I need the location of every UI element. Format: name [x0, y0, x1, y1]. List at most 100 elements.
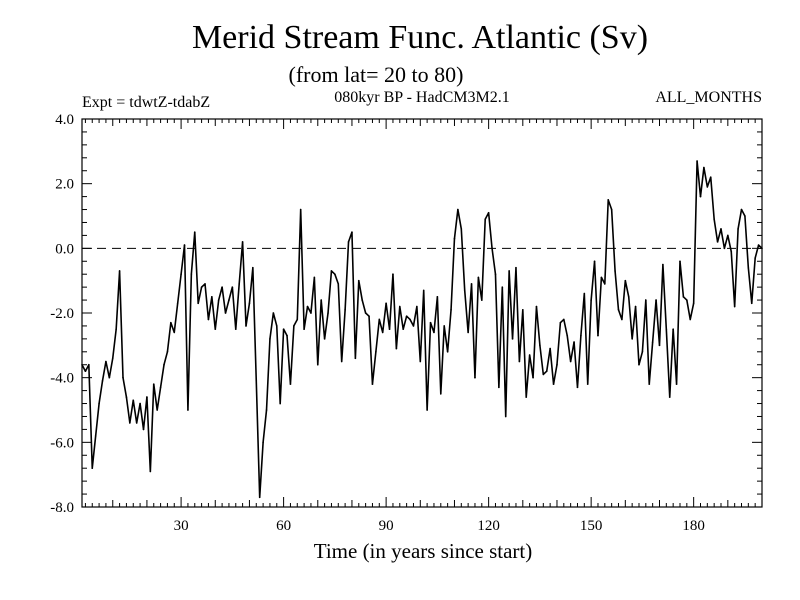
data-point	[737, 228, 739, 230]
data-point	[166, 351, 169, 353]
data-point	[316, 363, 319, 366]
data-point	[183, 244, 186, 246]
data-point	[368, 315, 370, 318]
data-point	[409, 318, 411, 321]
data-point	[586, 383, 589, 385]
data-point	[433, 331, 435, 334]
data-point	[204, 283, 206, 285]
data-point	[392, 273, 394, 276]
data-point	[439, 393, 442, 395]
data-point	[542, 373, 545, 376]
data-point	[364, 312, 367, 314]
data-point	[163, 363, 165, 366]
x-tick-label: 180	[682, 518, 705, 534]
data-point	[638, 363, 640, 366]
data-point	[631, 338, 633, 340]
series-line	[81, 160, 763, 499]
chart-subtitle: (from lat= 20 to 80)	[289, 62, 464, 87]
data-point	[98, 402, 100, 405]
data-point	[265, 409, 268, 411]
data-point	[395, 347, 398, 350]
data-point	[706, 186, 709, 188]
data-point	[580, 334, 582, 337]
data-point	[262, 441, 264, 444]
data-point	[436, 296, 439, 298]
data-points	[81, 160, 763, 499]
x-tick-label: 150	[580, 518, 603, 534]
data-point	[744, 215, 746, 217]
data-point	[672, 328, 674, 330]
data-point	[344, 308, 346, 311]
data-point	[176, 302, 179, 305]
data-point	[709, 176, 712, 178]
data-point	[679, 260, 681, 263]
data-point	[135, 422, 138, 424]
data-point	[525, 396, 528, 398]
data-point	[105, 360, 107, 363]
data-point	[621, 318, 623, 321]
data-point	[689, 318, 692, 321]
data-point	[385, 302, 387, 305]
data-point	[334, 273, 336, 276]
data-point	[747, 266, 750, 269]
y-tick-label: 2.0	[55, 177, 74, 193]
data-point	[457, 208, 459, 211]
data-point	[696, 160, 698, 162]
data-point	[252, 266, 254, 269]
data-point	[470, 283, 473, 285]
data-point	[429, 321, 432, 324]
data-point	[692, 302, 695, 305]
data-point	[549, 347, 551, 350]
data-point	[593, 260, 596, 263]
data-point	[703, 166, 705, 169]
data-point	[686, 299, 688, 301]
data-point	[402, 328, 405, 330]
data-point	[484, 218, 487, 221]
data-point	[214, 328, 217, 330]
data-point	[508, 270, 510, 272]
data-point	[412, 325, 415, 327]
data-point	[149, 470, 152, 473]
data-point	[187, 409, 189, 411]
data-point	[573, 341, 575, 343]
data-point	[173, 331, 176, 334]
data-point	[569, 360, 572, 363]
data-point	[111, 357, 114, 360]
data-point	[122, 376, 124, 379]
data-point	[132, 399, 135, 402]
y-tick-label: -2.0	[50, 306, 74, 322]
y-tick-label: -6.0	[50, 435, 74, 451]
data-point	[306, 305, 309, 308]
data-point	[115, 328, 117, 330]
data-point	[501, 286, 504, 288]
data-point	[296, 318, 299, 321]
data-point	[303, 328, 305, 330]
data-point	[750, 302, 753, 305]
data-point	[156, 409, 158, 411]
data-point	[494, 273, 497, 276]
data-point	[405, 315, 408, 318]
axis-ticks	[82, 119, 762, 507]
data-point	[197, 302, 199, 305]
data-point	[720, 228, 722, 230]
data-point	[340, 360, 343, 363]
data-point	[238, 283, 240, 285]
data-point	[228, 299, 230, 301]
data-point	[245, 325, 247, 327]
data-point	[419, 360, 422, 363]
data-point	[460, 228, 463, 230]
data-point	[371, 383, 374, 385]
data-point	[727, 234, 729, 237]
data-point	[576, 386, 579, 389]
data-point	[347, 241, 350, 243]
x-axis-label: Time (in years since start)	[314, 539, 533, 563]
x-tick-label: 60	[276, 518, 291, 534]
data-point	[617, 308, 620, 311]
data-point	[723, 247, 726, 250]
data-point	[361, 299, 364, 301]
data-point	[665, 328, 668, 330]
data-point	[607, 199, 610, 201]
data-point	[450, 308, 452, 311]
data-point	[730, 250, 733, 253]
data-point	[88, 363, 90, 366]
